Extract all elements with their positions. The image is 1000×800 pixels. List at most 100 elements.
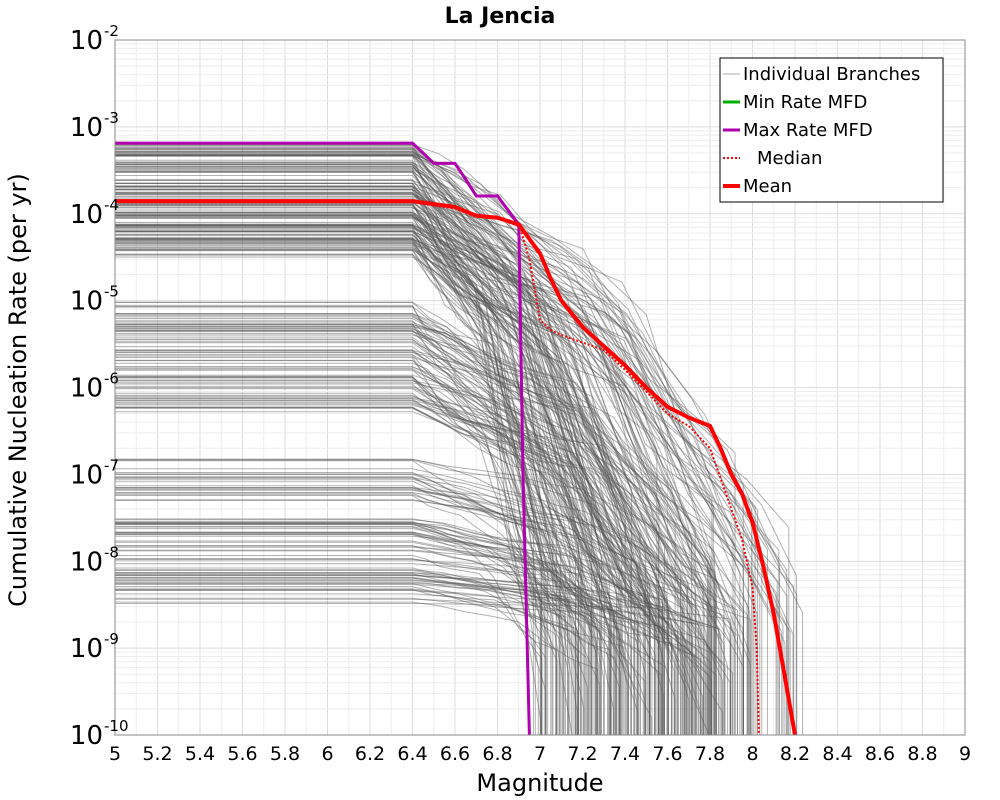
branch-line <box>115 531 725 735</box>
branch-line <box>115 198 759 735</box>
y-tick-label: 10 <box>70 721 103 751</box>
branch-line <box>115 202 582 735</box>
individual-branches <box>115 144 804 736</box>
branch-line <box>115 593 577 735</box>
branch-line <box>115 241 717 735</box>
branch-line <box>115 603 651 735</box>
branch-line <box>115 171 646 735</box>
branch-line <box>115 468 731 735</box>
branch-line <box>115 360 683 735</box>
branch-line <box>115 346 576 735</box>
branch-line <box>115 338 709 735</box>
branch-line <box>115 377 687 735</box>
branch-line <box>115 569 662 735</box>
branch-line <box>115 383 547 735</box>
branch-line <box>115 550 574 735</box>
branch-line <box>115 388 656 735</box>
branch-line <box>115 150 693 735</box>
branch-line <box>115 532 543 735</box>
branch-line <box>115 313 619 735</box>
x-tick-label: 8.2 <box>780 743 810 765</box>
branch-line <box>115 586 625 735</box>
branch-line <box>115 215 663 735</box>
branch-line <box>115 195 797 735</box>
branch-line <box>115 249 786 735</box>
branch-line <box>115 324 617 735</box>
branch-line <box>115 528 692 735</box>
y-tick-label: 10 <box>70 374 103 404</box>
legend-label: Individual Branches <box>743 64 920 85</box>
branch-line <box>115 166 756 735</box>
branch-line <box>115 316 679 735</box>
branch-line <box>115 397 736 735</box>
branch-line <box>115 580 701 735</box>
branch-line <box>115 588 587 735</box>
branch-line <box>115 575 702 735</box>
branch-line <box>115 581 569 735</box>
branch-line <box>115 313 723 735</box>
y-tick-exponent: -10 <box>104 717 129 735</box>
branch-line <box>115 155 710 736</box>
x-tick-label: 6.4 <box>397 743 427 765</box>
branch-line <box>115 242 651 735</box>
branch-line <box>115 339 650 735</box>
branch-line <box>115 199 725 735</box>
branch-line <box>115 460 621 735</box>
branch-line <box>115 330 744 735</box>
branch-line <box>115 572 686 735</box>
branch-line <box>115 222 743 735</box>
branch-line <box>115 492 594 735</box>
branch-line <box>115 532 615 735</box>
legend-label: Min Rate MFD <box>743 92 867 113</box>
branch-line <box>115 582 644 735</box>
branch-line <box>115 179 605 735</box>
branch-line <box>115 331 620 735</box>
x-tick-label: 7 <box>534 743 546 765</box>
branch-line <box>115 492 669 735</box>
branch-line <box>115 589 712 735</box>
branch-line <box>115 236 653 735</box>
branch-line <box>115 183 543 735</box>
branch-line <box>115 407 649 735</box>
branch-line <box>115 582 611 735</box>
branch-line <box>115 567 698 735</box>
branch-line <box>115 302 646 735</box>
y-tick-label: 10 <box>70 460 103 490</box>
branch-line <box>115 494 588 735</box>
branch-line <box>115 318 697 735</box>
branch-line <box>115 524 611 735</box>
branch-line <box>115 380 685 735</box>
branch-line <box>115 230 585 735</box>
branch-line <box>115 326 708 735</box>
branch-line <box>115 209 591 735</box>
branch-line <box>115 577 563 735</box>
x-tick-label: 6.8 <box>482 743 512 765</box>
branch-line <box>115 188 582 735</box>
branch-line <box>115 227 669 735</box>
branch-line <box>115 499 695 735</box>
summary-series <box>115 141 797 736</box>
branch-line <box>115 161 731 735</box>
branch-line <box>115 531 686 735</box>
branch-line <box>115 411 744 735</box>
branch-line <box>115 223 715 735</box>
branch-line <box>115 336 662 735</box>
branch-line <box>115 576 557 735</box>
branch-line <box>115 301 598 735</box>
branch-line <box>115 226 601 735</box>
branch-line <box>115 202 804 735</box>
branch-line <box>115 205 676 735</box>
branch-line <box>115 154 658 735</box>
branch-line <box>115 204 618 735</box>
x-tick-label: 5 <box>109 743 121 765</box>
branch-line <box>115 478 685 735</box>
branch-line <box>115 494 700 735</box>
branch-line <box>115 489 712 735</box>
branch-line <box>115 147 665 735</box>
branch-line <box>115 369 722 735</box>
y-tick-label: 10 <box>70 547 103 577</box>
branch-line <box>115 192 589 735</box>
branch-line <box>115 239 554 735</box>
x-tick-label: 6.6 <box>440 743 470 765</box>
branch-line <box>115 214 542 735</box>
